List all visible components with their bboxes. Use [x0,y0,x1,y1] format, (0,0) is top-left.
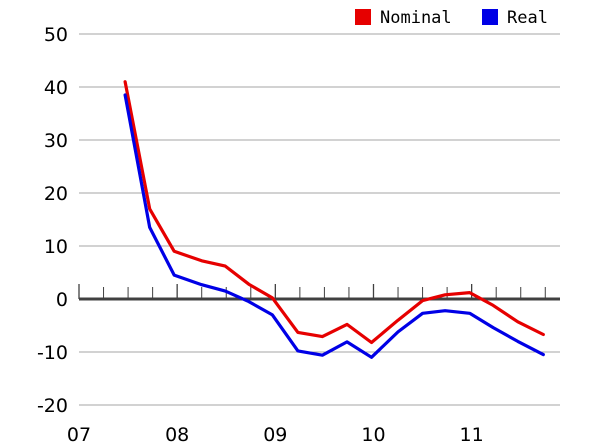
x-tick-label: 07 [67,424,91,443]
legend: Nominal Real [355,8,548,28]
y-tick-label: 50 [44,24,68,46]
series-line-real [123,93,545,359]
y-tick-label: 10 [44,236,68,258]
y-tick-label: -10 [37,342,68,364]
x-tick-label: 09 [263,424,287,443]
y-tick-label: 40 [44,77,68,99]
x-tick-label: 10 [361,424,385,443]
zero-axis [78,284,560,301]
series-line-nominal [123,80,545,345]
grid-lines [79,33,560,406]
y-tick-label: -20 [37,395,68,417]
y-tick-label: 20 [44,183,68,205]
x-tick-label: 08 [165,424,189,443]
legend-label-nominal: Nominal [380,8,452,28]
y-tick-label: 30 [44,130,68,152]
legend-swatch-real [482,9,498,25]
y-tick-label: 0 [56,289,68,311]
legend-label-real: Real [507,8,548,28]
axis-labels: 50 40 30 20 10 0 -10 -20 07 08 09 10 11 [37,24,484,443]
series-lines [123,80,545,359]
x-tick-label: 11 [460,424,484,443]
legend-swatch-nominal [355,9,371,25]
